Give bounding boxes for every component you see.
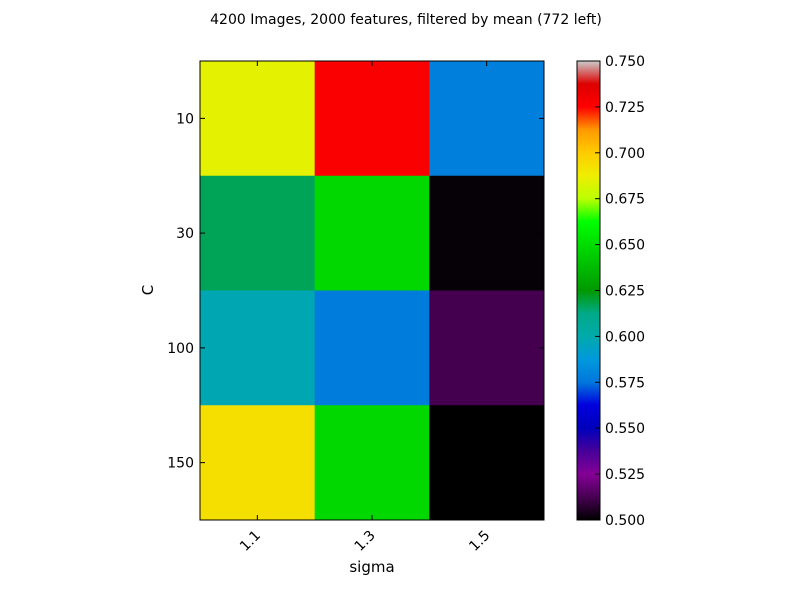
colorbar-tick-label: 0.725 xyxy=(605,100,645,116)
heatmap-cell xyxy=(314,61,430,177)
colorbar-tick-label: 0.500 xyxy=(605,513,645,529)
y-axis-ticks: 10 30 100 150 xyxy=(167,111,544,472)
colorbar-tick-label: 0.525 xyxy=(605,467,645,483)
heatmap-cell xyxy=(429,61,545,177)
y-tick-label: 10 xyxy=(176,111,194,127)
heatmap-cell xyxy=(314,175,430,291)
heatmap-cell xyxy=(200,175,316,291)
y-tick-label: 150 xyxy=(167,456,194,472)
x-tick-label: 1.1 xyxy=(237,528,264,555)
heatmap-cell xyxy=(429,405,545,521)
colorbar-tick-label: 0.600 xyxy=(605,329,645,345)
heatmap-cell xyxy=(429,290,545,406)
colorbar-tick-label: 0.625 xyxy=(605,284,645,300)
colorbar-tick-label: 0.550 xyxy=(605,421,645,437)
heatmap-cell xyxy=(429,175,545,291)
heatmap-cells xyxy=(200,61,545,521)
heatmap-cell xyxy=(200,405,316,521)
y-tick-label: 30 xyxy=(176,226,194,242)
heatmap-cell xyxy=(200,290,316,406)
heatmap-cell xyxy=(314,405,430,521)
x-tick-label: 1.5 xyxy=(466,528,493,555)
colorbar-tick-label: 0.575 xyxy=(605,375,645,391)
colorbar-tick-label: 0.675 xyxy=(605,192,645,208)
heatmap-cell xyxy=(200,61,316,177)
colorbar-ticks: 0.500 0.525 0.550 0.575 0.600 0.625 0.650 0.675… xyxy=(595,54,645,529)
chart-title: 4200 Images, 2000 features, filtered by … xyxy=(210,12,602,28)
y-tick-label: 100 xyxy=(167,341,194,357)
y-axis-label: C xyxy=(139,285,157,295)
colorbar-tick-label: 0.700 xyxy=(605,146,645,162)
heatmap-cell xyxy=(314,290,430,406)
x-tick-label: 1.3 xyxy=(352,528,379,555)
x-axis-label: sigma xyxy=(349,558,394,576)
colorbar-tick-label: 0.650 xyxy=(605,238,645,254)
colorbar-tick-label: 0.750 xyxy=(605,54,645,70)
